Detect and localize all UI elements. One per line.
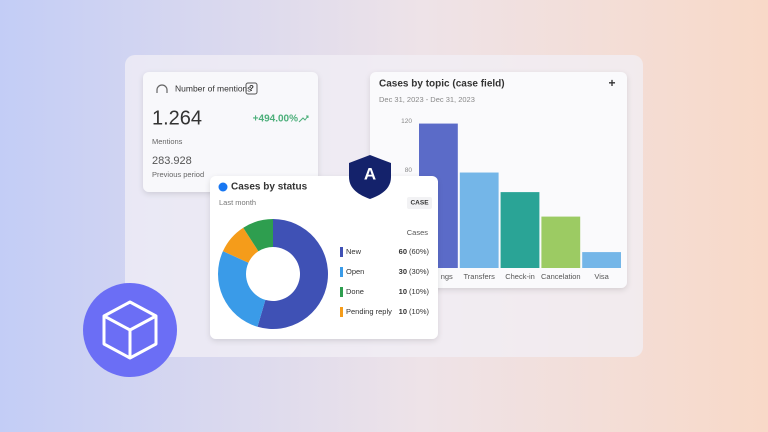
x-tick-label: Cancelation	[541, 272, 581, 281]
case-tag-box	[407, 197, 432, 209]
legend-swatch	[340, 267, 343, 277]
donut-slice	[222, 227, 259, 263]
y-tick-label: 80	[405, 167, 413, 174]
mentions-change: +494.00%	[253, 114, 298, 125]
shield	[349, 155, 391, 199]
status-subtitle: Last month	[219, 198, 256, 207]
status-title: Cases by status	[231, 182, 308, 193]
previous-caption: Previous period	[152, 170, 204, 179]
x-tick-label: ngs	[441, 272, 453, 281]
bar	[582, 252, 621, 268]
topic-title: Cases by topic (case field)	[379, 79, 505, 90]
legend-label: Pending reply	[346, 307, 392, 316]
bar	[541, 216, 581, 268]
legend-swatch	[340, 247, 343, 257]
value-label: 10	[399, 307, 407, 316]
help-icon[interactable]	[245, 82, 258, 95]
bar	[500, 192, 540, 268]
facebook-icon	[218, 182, 228, 192]
percent-label: (10%)	[409, 307, 430, 316]
add-button[interactable]: +	[608, 76, 615, 90]
case-tag: CASE	[410, 200, 429, 207]
donut-slice	[243, 219, 273, 252]
headset-icon	[156, 84, 168, 93]
shield-letter: A	[364, 164, 376, 183]
previous-value: 283.928	[152, 155, 192, 167]
value-label: 10	[399, 287, 407, 296]
legend-label: Done	[346, 287, 364, 296]
legend-label: New	[346, 247, 362, 256]
donut-slice	[217, 251, 266, 327]
x-tick-label: Transfers	[463, 272, 495, 281]
cube-icon	[102, 300, 158, 360]
donut-chart: New 60 (60%)Open 30 (30%)Done 10 (10%)Pending …	[217, 219, 430, 329]
bar	[459, 172, 499, 268]
y-tick-label: 120	[401, 118, 412, 125]
x-tick-label: Visa	[594, 272, 609, 281]
mentions-value: 1.264	[152, 107, 202, 129]
value-label: 30	[399, 267, 407, 276]
donut-slice	[257, 219, 328, 329]
legend-swatch	[340, 307, 343, 317]
legend-swatch	[340, 287, 343, 297]
help-text: ?	[249, 84, 254, 93]
percent-label: (10%)	[409, 287, 430, 296]
value-label: 60	[399, 247, 407, 256]
x-tick-label: Check-in	[505, 272, 535, 281]
percent-label: (60%)	[409, 247, 430, 256]
column-header: Cases	[407, 228, 429, 237]
card-title: Number of mentions	[175, 83, 252, 93]
percent-label: (30%)	[409, 267, 430, 276]
trend-icon	[298, 115, 309, 123]
topic-subtitle: Dec 31, 2023 - Dec 31, 2023	[379, 95, 475, 104]
legend-label: Open	[346, 267, 364, 276]
mentions-card	[143, 72, 318, 192]
mentions-caption: Mentions	[152, 137, 183, 146]
